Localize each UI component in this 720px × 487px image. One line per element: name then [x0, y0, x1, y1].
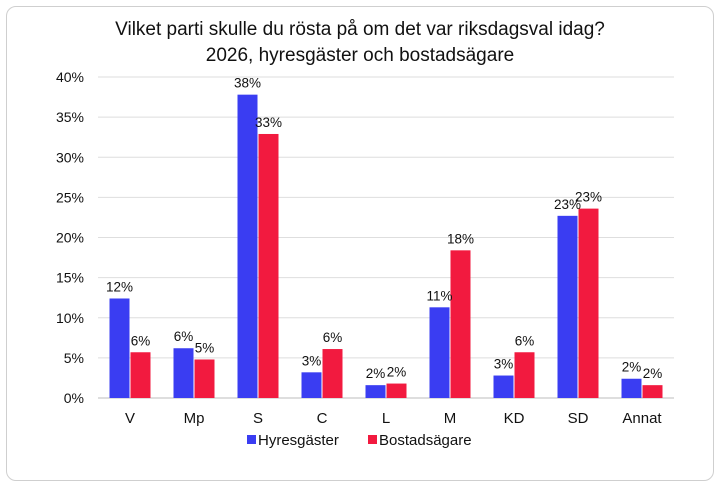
legend-swatch-hyresgaster	[247, 435, 256, 444]
data-label: 3%	[494, 357, 514, 372]
x-tick-label: L	[382, 410, 390, 427]
x-tick-label: M	[444, 410, 457, 427]
y-tick-label: 35%	[56, 109, 84, 125]
data-label: 2%	[643, 366, 663, 381]
bar-bostadsagare-6	[514, 352, 535, 398]
bar-hyresgaster-2	[237, 94, 258, 398]
data-label: 33%	[255, 115, 282, 130]
data-label: 5%	[195, 340, 215, 355]
data-label: 2%	[387, 365, 407, 380]
bar-bostadsagare-3	[322, 349, 343, 398]
bar-hyresgaster-1	[173, 348, 194, 398]
y-tick-label: 15%	[56, 270, 84, 286]
y-tick-label: 20%	[56, 230, 84, 246]
legend-label: Bostadsägare	[379, 432, 472, 449]
x-tick-label: C	[317, 410, 328, 427]
bar-bostadsagare-4	[386, 383, 407, 398]
bar-hyresgaster-3	[301, 372, 322, 398]
x-tick-label: Annat	[622, 410, 662, 427]
legend-label: Hyresgäster	[258, 432, 339, 449]
y-tick-label: 0%	[64, 390, 84, 406]
y-axis-ticks: 0% 5% 10% 15% 20% 25% 30% 35% 40%	[56, 69, 84, 406]
chart-title-line2: 2026, hyresgäster och bostadsägare	[206, 45, 514, 66]
data-label: 6%	[515, 333, 535, 348]
bar-bostadsagare-2	[258, 133, 279, 399]
y-tick-label: 25%	[56, 189, 84, 205]
bar-hyresgaster-4	[365, 385, 386, 398]
data-label: 11%	[426, 288, 452, 303]
x-tick-label: S	[253, 410, 263, 427]
chart-title-line1: Vilket parti skulle du rösta på om det v…	[115, 19, 605, 40]
bar-hyresgaster-8	[621, 378, 642, 398]
data-label: 23%	[554, 197, 581, 212]
gridlines	[98, 76, 674, 399]
bar-bostadsagare-8	[642, 385, 663, 398]
y-tick-label: 10%	[56, 310, 84, 326]
x-tick-label: SD	[568, 410, 589, 427]
bar-bostadsagare-0	[130, 352, 151, 398]
legend: Hyresgäster Bostadsägare	[247, 432, 472, 449]
data-label: 18%	[447, 231, 474, 246]
data-label: 12%	[106, 279, 133, 294]
data-label: 2%	[622, 360, 642, 375]
bar-hyresgaster-5	[429, 307, 450, 398]
data-label: 2%	[366, 366, 386, 381]
bar-bostadsagare-7	[578, 208, 599, 398]
data-label: 23%	[575, 190, 602, 205]
data-label: 38%	[234, 76, 261, 91]
data-labels: 12%6% 6%5%38%33%3%6%2% 2%11%18%3%6%23%23%2…	[106, 76, 662, 382]
bar-bostadsagare-1	[194, 359, 215, 398]
data-label: 6%	[323, 330, 343, 345]
bar-bostadsagare-5	[450, 250, 471, 398]
x-axis-ticks: V Mp S C L M KD SD Annat	[125, 410, 662, 427]
bar-hyresgaster-6	[493, 375, 514, 398]
bar-hyresgaster-0	[109, 298, 130, 398]
y-tick-label: 30%	[56, 149, 84, 165]
x-tick-label: Mp	[184, 410, 205, 427]
data-label: 6%	[131, 333, 151, 348]
y-tick-label: 5%	[64, 350, 84, 366]
legend-swatch-bostadsagare	[368, 435, 377, 444]
bars	[109, 94, 663, 399]
x-tick-label: KD	[504, 410, 525, 427]
data-label: 6%	[174, 329, 194, 344]
data-label: 3%	[302, 353, 322, 368]
y-tick-label: 40%	[56, 69, 84, 85]
x-tick-label: V	[125, 410, 135, 427]
bar-hyresgaster-7	[557, 215, 578, 398]
